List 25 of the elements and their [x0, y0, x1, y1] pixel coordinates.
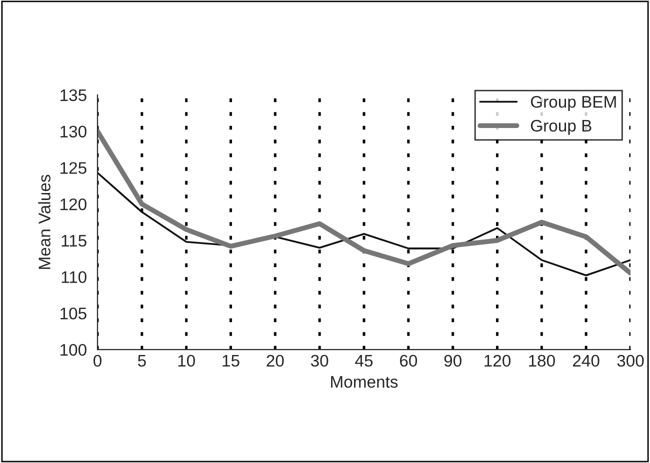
x-tick-label: 45: [355, 355, 373, 367]
y-tick-label: 105: [60, 308, 86, 320]
x-tick-label: 300: [617, 354, 644, 367]
x-tick-label: 30: [310, 354, 328, 367]
x-tick-label: 240: [573, 354, 600, 367]
x-tick-label: 10: [178, 354, 195, 367]
legend-label: Group BEM: [530, 96, 616, 112]
x-tick-label: 60: [400, 354, 418, 367]
y-tick-label: 130: [60, 126, 86, 138]
y-tick-label: 100: [60, 344, 86, 356]
x-tick-label: 90: [444, 354, 462, 367]
y-axis-title: Mean Values: [38, 174, 50, 269]
x-tick-label: 20: [266, 354, 284, 367]
y-tick-label: 135: [60, 89, 86, 102]
x-axis-title: Moments: [331, 376, 398, 388]
y-tick-label: 120: [60, 198, 86, 210]
x-tick-label: 180: [529, 354, 555, 367]
x-tick-label: 5: [138, 355, 146, 367]
y-tick-label: 110: [62, 271, 86, 284]
legend-label: Group B: [530, 120, 592, 135]
x-tick-label: 120: [484, 354, 511, 367]
y-tick-label: 125: [60, 162, 86, 174]
y-tick-label: 115: [62, 235, 86, 247]
x-tick-label: 15: [222, 355, 240, 367]
x-tick-label: 0: [94, 354, 102, 367]
